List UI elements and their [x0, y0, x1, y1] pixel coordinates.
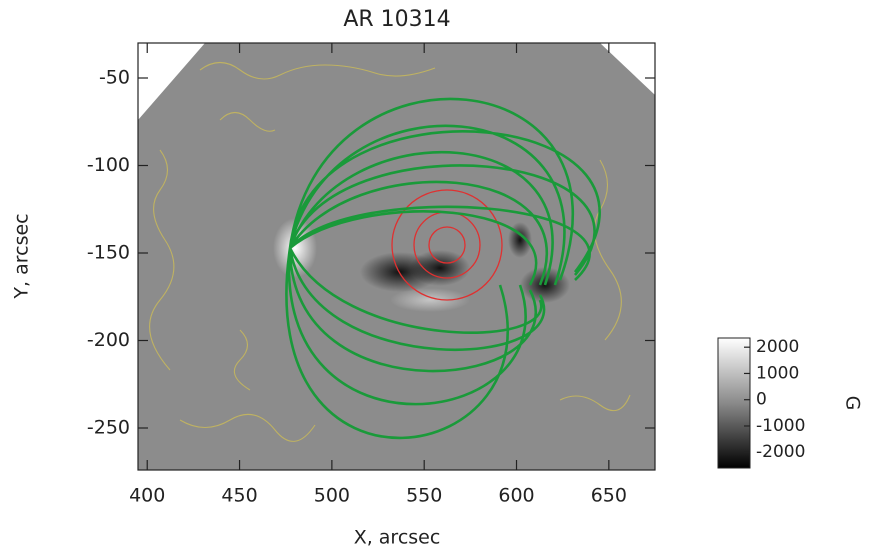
colorbar-label: G [842, 396, 864, 411]
y-tick-label: -50 [99, 67, 130, 89]
colorbar-tick-label: -2000 [756, 442, 805, 462]
chart-title: AR 10314 [343, 7, 450, 32]
colorbar-tick-label: 1000 [756, 363, 799, 383]
x-axis-label: X, arcsec [354, 527, 441, 549]
y-tick-label: -250 [87, 417, 130, 439]
x-tick-label: 650 [591, 485, 627, 507]
x-tick-label: 550 [406, 485, 442, 507]
chart: AR 10314 X, arcsec Y, arcsec G 400 450 500… [0, 0, 870, 550]
y-axis-label: Y, arcsec [11, 213, 33, 299]
colorbar-tick-label: 0 [756, 390, 767, 410]
x-tick-label: 400 [129, 485, 165, 507]
y-tick-label: -100 [87, 154, 130, 176]
x-tick-label: 600 [498, 485, 534, 507]
y-tick-label: -150 [87, 242, 130, 264]
colorbar-tick-label: 2000 [756, 337, 799, 357]
colorbar-tick-label: -1000 [756, 416, 805, 436]
y-tick-label: -200 [87, 329, 130, 351]
x-tick-label: 450 [221, 485, 257, 507]
magnetogram [138, 43, 655, 470]
x-tick-label: 500 [314, 485, 350, 507]
colorbar [718, 338, 750, 468]
